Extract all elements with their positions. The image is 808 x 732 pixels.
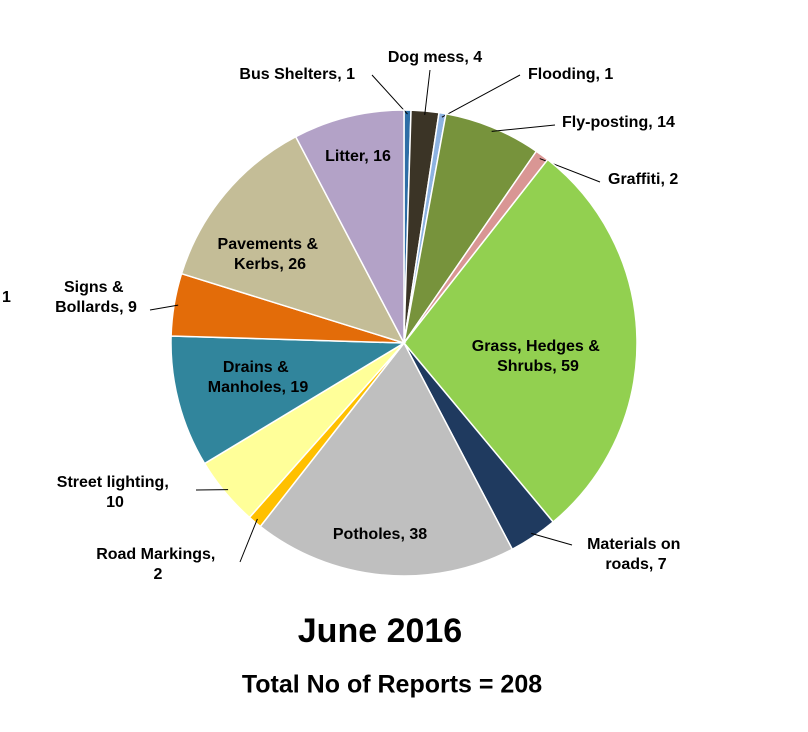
annotation: 1 xyxy=(2,289,11,306)
pie-slice xyxy=(403,158,638,524)
leader-line xyxy=(371,74,408,115)
chart-title: June 2016 xyxy=(298,612,462,650)
chart-subtitle: Total No of Reports = 208 xyxy=(242,671,542,699)
data-label: Signs & Bollards, 9 xyxy=(55,279,137,316)
data-label: Fly-posting, 14 xyxy=(562,114,675,131)
data-label: Grass, Hedges & Shrubs, 59 xyxy=(472,338,605,375)
leader-line xyxy=(239,518,258,563)
leader-line xyxy=(424,69,431,115)
data-label: Road Markings, 2 xyxy=(96,546,220,583)
pie-slice xyxy=(180,135,406,345)
pie-slice xyxy=(294,109,405,344)
pie-slice xyxy=(259,341,514,577)
data-label: Pavements & Kerbs, 26 xyxy=(218,236,323,273)
data-label: Street lighting, 10 xyxy=(57,474,173,511)
data-label: Drains & Manholes, 19 xyxy=(208,359,309,396)
leader-line xyxy=(441,74,521,118)
leader-line xyxy=(491,124,556,132)
pie-slice xyxy=(170,335,407,465)
data-label: Litter, 16 xyxy=(325,148,391,165)
data-label: Materials on roads, 7 xyxy=(587,536,685,573)
data-label: Graffiti, 2 xyxy=(608,171,678,188)
data-label: Bus Shelters, 1 xyxy=(239,66,355,83)
leader-line xyxy=(531,532,573,546)
data-label: Potholes, 38 xyxy=(333,526,427,543)
data-label: Dog mess, 4 xyxy=(388,49,482,66)
data-label: Flooding, 1 xyxy=(528,66,613,83)
leader-line xyxy=(149,304,179,311)
